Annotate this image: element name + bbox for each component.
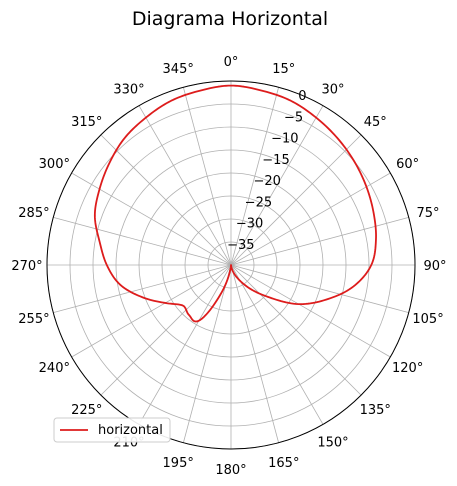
legend-label-horizontal: horizontal <box>98 423 163 438</box>
angular-tick-label: 135° <box>360 403 391 418</box>
angular-tick-label: 150° <box>317 436 348 451</box>
angular-tick-label: 90° <box>423 259 446 274</box>
chart-title: Diagrama Horizontal <box>132 8 328 30</box>
polar-outer-spine <box>46 80 416 450</box>
legend-box <box>53 417 171 443</box>
angular-tick-label: 180° <box>215 463 246 478</box>
angular-tick-labels: 0° 15° 30° 45° 60° 75° 90° 105° 120° 135° 150° 165°… <box>11 55 446 478</box>
angular-tick-label: 75° <box>417 206 440 221</box>
angular-tick-label: 120° <box>392 361 423 376</box>
angular-tick-label: 165° <box>268 456 299 471</box>
radial-tick-label: −20 <box>253 174 280 189</box>
angular-tick-label: 195° <box>163 456 194 471</box>
radial-tick-label: −35 <box>227 238 254 253</box>
angular-tick-label: 60° <box>396 157 419 172</box>
radial-tick-label: −30 <box>236 217 263 232</box>
angular-tick-label: 30° <box>321 82 344 97</box>
series-layer <box>93 84 377 323</box>
radial-gridline <box>207 241 255 289</box>
angular-tick-label: 15° <box>272 62 295 77</box>
angular-tick-label: 285° <box>18 206 49 221</box>
angular-tick-label: 225° <box>71 403 102 418</box>
radial-tick-label: −5 <box>284 110 303 125</box>
radial-gridline <box>138 172 324 358</box>
angular-tick-label: 330° <box>113 82 144 97</box>
series-line-horizontal <box>93 84 377 323</box>
radial-tick-label: 0 <box>298 89 306 104</box>
angular-tick-label: 240° <box>39 361 70 376</box>
angular-tick-label: 270° <box>11 259 42 274</box>
angular-tick-label: 255° <box>18 312 49 327</box>
angular-tick-label: 45° <box>364 115 387 130</box>
angular-tick-label: 345° <box>163 62 194 77</box>
angular-tick-label: 300° <box>39 157 70 172</box>
radial-gridline <box>92 126 370 404</box>
radial-tick-label: −10 <box>271 132 298 147</box>
angular-tick-label: 0° <box>224 55 239 70</box>
angular-tick-label: 315° <box>71 115 102 130</box>
radial-tick-label: −25 <box>245 195 272 210</box>
radial-gridline <box>184 218 278 312</box>
angular-tick-label: 105° <box>412 312 443 327</box>
radial-gridline <box>115 149 347 381</box>
radial-gridline <box>161 195 301 335</box>
legend: horizontal <box>53 417 171 443</box>
radial-gridline <box>69 103 393 427</box>
radial-tick-labels: 0 −5 −10 −15 −20 −25 −30 −35 <box>227 89 306 253</box>
radial-tick-label: −15 <box>262 153 289 168</box>
